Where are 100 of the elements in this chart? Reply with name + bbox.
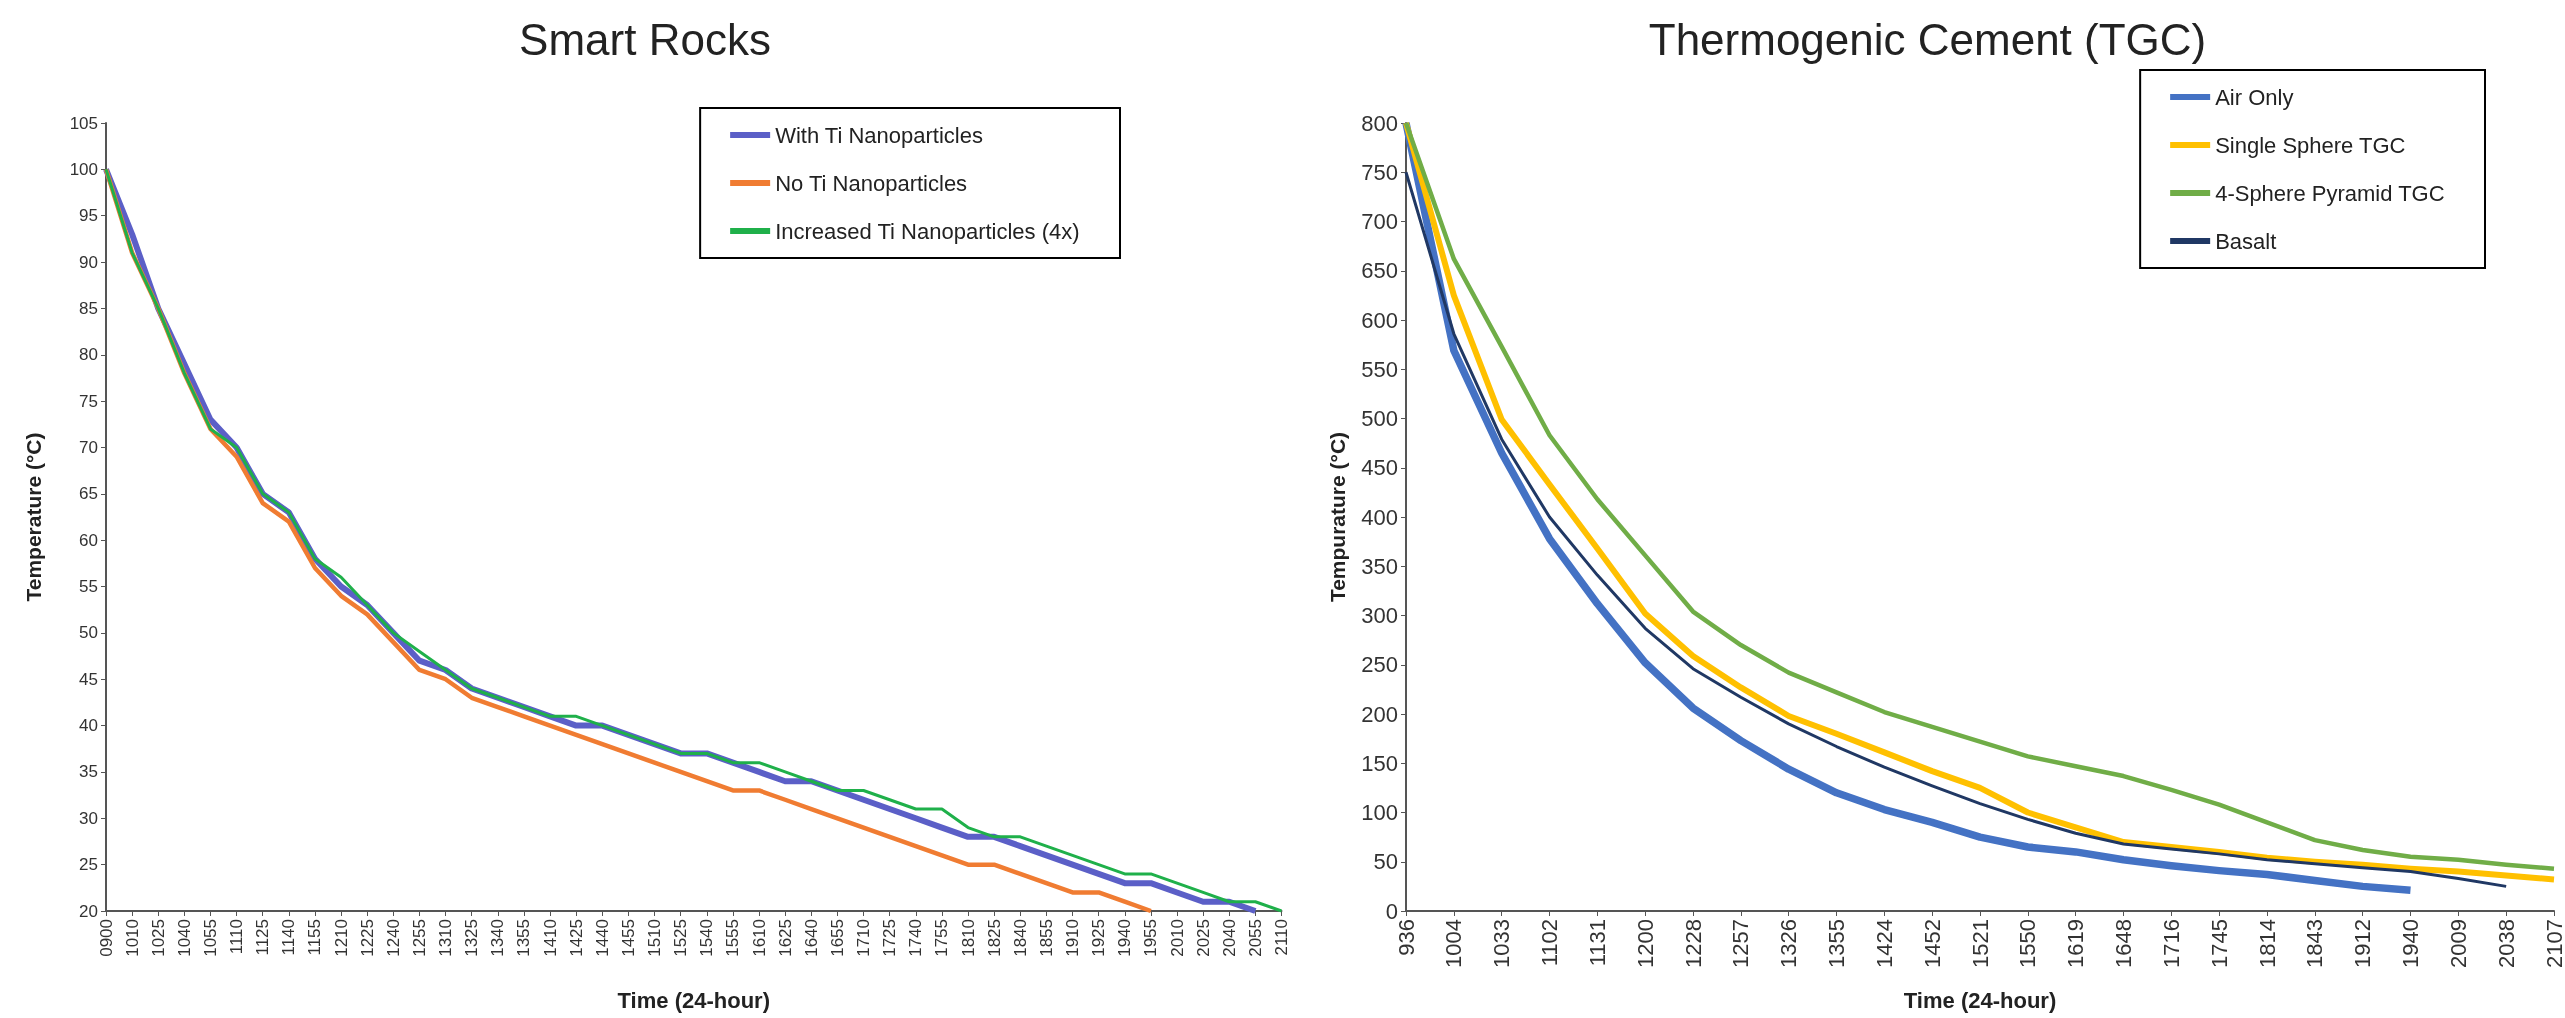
x-tick-label: 1610 <box>749 919 769 957</box>
y-tick-label: 50 <box>1373 849 1398 875</box>
x-tick-label: 1810 <box>958 919 978 957</box>
x-axis-title: Time (24-hour) <box>1903 987 2057 1013</box>
x-tick-label: 1225 <box>357 919 377 957</box>
legend-label: 4-Sphere Pyramid TGC <box>2215 180 2445 206</box>
y-tick-label: 700 <box>1361 209 1398 234</box>
y-tick-label: 750 <box>1361 159 1398 185</box>
y-axis-title: Tempurature (°C) <box>1326 431 1349 603</box>
x-tick-label: 1955 <box>1141 919 1161 957</box>
x-tick-label: 2055 <box>1245 919 1265 957</box>
x-tick-label: 1755 <box>932 919 952 957</box>
x-axis-title: Time (24-hour) <box>617 987 770 1013</box>
y-tick-label: 40 <box>79 716 98 736</box>
y-tick-label: 400 <box>1361 504 1398 530</box>
y-tick-label: 100 <box>1361 800 1398 825</box>
x-tick-label: 1102 <box>1537 919 1562 967</box>
legend-label: Basalt <box>2215 228 2277 254</box>
x-tick-label: 1240 <box>383 919 403 957</box>
x-tick-label: 1940 <box>1115 919 1135 957</box>
x-tick-label: 1525 <box>671 919 691 957</box>
y-tick-label: 25 <box>79 855 98 875</box>
x-tick-label: 2110 <box>1272 919 1291 956</box>
x-tick-label: 0900 <box>96 919 116 957</box>
x-tick-label: 1326 <box>1776 919 1802 968</box>
y-tick-label: 450 <box>1361 455 1398 481</box>
legend-label: Single Sphere TGC <box>2215 132 2406 158</box>
y-tick-label: 60 <box>79 530 98 550</box>
x-tick-label: 1648 <box>2111 919 2136 968</box>
y-tick-label: 45 <box>79 669 98 689</box>
y-tick-label: 500 <box>1361 406 1398 431</box>
y-tick-label: 800 <box>1361 110 1398 136</box>
x-tick-label: 1740 <box>906 919 926 957</box>
x-tick-label: 1745 <box>2206 919 2232 968</box>
x-tick-label: 1210 <box>331 919 351 957</box>
y-tick-label: 55 <box>79 577 98 597</box>
y-tick-label: 350 <box>1361 553 1398 579</box>
x-tick-label: 2010 <box>1167 919 1187 957</box>
x-tick-label: 1455 <box>618 919 638 957</box>
x-tick-label: 1510 <box>645 919 665 957</box>
x-tick-label: 1155 <box>305 919 325 956</box>
x-tick-label: 1131 <box>1584 919 1610 967</box>
y-tick-label: 550 <box>1361 356 1398 382</box>
x-tick-label: 2040 <box>1219 919 1239 957</box>
x-tick-label: 1325 <box>462 919 482 957</box>
y-tick-label: 95 <box>79 206 98 226</box>
chart-title: Smart Rocks <box>519 14 771 64</box>
y-axis-title: Temperature (°C) <box>22 432 45 602</box>
x-tick-label: 1814 <box>2254 919 2280 968</box>
x-tick-label: 1110 <box>227 919 247 955</box>
x-tick-label: 1425 <box>566 919 586 957</box>
legend-label: With Ti Nanoparticles <box>775 122 983 148</box>
y-tick-label: 300 <box>1361 603 1398 628</box>
chart-title: Thermogenic Cement (TGC) <box>1648 14 2207 64</box>
y-tick-label: 70 <box>79 437 98 457</box>
x-tick-label: 1004 <box>1441 919 1467 968</box>
x-tick-label: 1716 <box>2158 919 2184 968</box>
x-tick-label: 2009 <box>2445 919 2471 968</box>
x-tick-label: 1521 <box>1967 919 1993 968</box>
y-tick-label: 65 <box>79 484 98 504</box>
x-tick-label: 1855 <box>1036 919 1056 957</box>
x-tick-label: 2025 <box>1193 919 1213 957</box>
y-tick-label: 75 <box>79 391 98 411</box>
x-tick-label: 1140 <box>279 919 299 956</box>
y-tick-label: 150 <box>1361 750 1398 776</box>
x-tick-label: 1310 <box>436 919 456 957</box>
y-tick-label: 50 <box>79 623 98 643</box>
x-tick-label: 1912 <box>2350 919 2376 968</box>
x-tick-label: 1410 <box>540 919 560 957</box>
x-tick-label: 1355 <box>514 919 534 957</box>
x-tick-label: 1424 <box>1871 919 1897 968</box>
y-tick-label: 250 <box>1361 652 1398 678</box>
y-tick-label: 100 <box>69 159 98 179</box>
x-tick-label: 1725 <box>880 919 900 957</box>
x-tick-label: 1040 <box>174 919 194 957</box>
x-tick-label: 1640 <box>801 919 821 957</box>
x-tick-label: 1010 <box>122 919 142 957</box>
x-tick-label: 1540 <box>697 919 717 957</box>
x-tick-label: 1840 <box>1010 919 1030 957</box>
x-tick-label: 1452 <box>1919 919 1945 968</box>
x-tick-label: 1033 <box>1489 919 1515 968</box>
x-tick-label: 1255 <box>409 919 429 957</box>
y-tick-label: 85 <box>79 298 98 318</box>
x-tick-label: 1550 <box>2015 919 2041 968</box>
x-tick-label: 1910 <box>1063 919 1083 957</box>
x-tick-label: 1555 <box>723 919 743 957</box>
x-tick-label: 1619 <box>2063 919 2089 968</box>
x-tick-label: 1940 <box>2398 919 2423 968</box>
x-tick-label: 1843 <box>2302 919 2328 968</box>
x-tick-label: 1228 <box>1680 919 1706 968</box>
x-tick-label: 1825 <box>984 919 1004 957</box>
x-tick-label: 1355 <box>1824 919 1849 968</box>
x-tick-label: 1340 <box>488 919 508 957</box>
x-tick-label: 2107 <box>2541 919 2565 968</box>
y-tick-label: 650 <box>1361 258 1398 284</box>
y-tick-label: 30 <box>79 808 98 828</box>
x-tick-label: 1925 <box>1089 919 1109 957</box>
y-tick-label: 600 <box>1361 307 1398 333</box>
y-tick-label: 80 <box>79 345 98 365</box>
x-tick-label: 1025 <box>148 919 168 957</box>
